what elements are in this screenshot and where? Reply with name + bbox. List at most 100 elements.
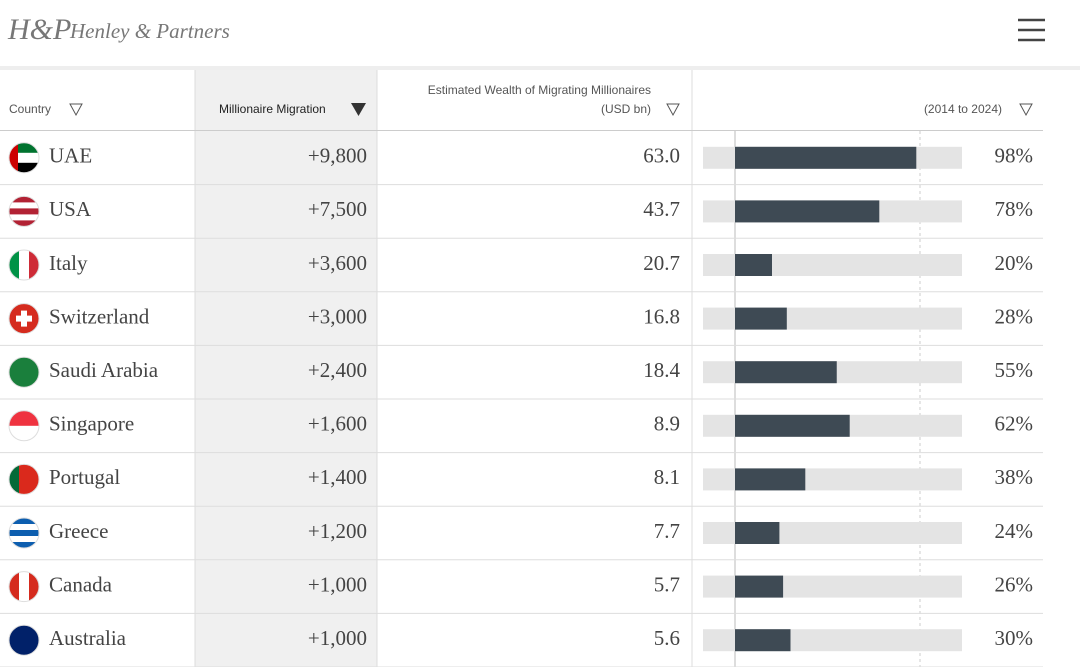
growth-label: 28% (995, 304, 1034, 328)
flag-stripe (9, 196, 39, 203)
flag-stripe (9, 357, 39, 388)
flag-border (8, 410, 40, 442)
flag-stripe (9, 542, 39, 548)
migration: +1,000 (308, 572, 367, 596)
flag-stripe (9, 464, 20, 495)
sort-icon[interactable] (351, 103, 366, 116)
flag-stripe (29, 571, 39, 602)
bar (735, 307, 787, 330)
sorted-column-bg (195, 70, 377, 667)
wealth: 16.8 (643, 304, 680, 328)
migration: +1,600 (308, 412, 367, 436)
growth-label: 38% (995, 465, 1034, 489)
flag-stripe (9, 162, 39, 173)
bar (735, 254, 772, 276)
top-bar (0, 0, 1080, 68)
migration: +3,000 (308, 304, 367, 328)
flag-border (8, 249, 40, 281)
bar (735, 522, 780, 544)
flag-stripe (9, 142, 39, 154)
flag-stripe (9, 536, 39, 543)
flag (9, 303, 39, 334)
country: Switzerland (49, 304, 150, 328)
col-header: Estimated Wealth of Migrating Millionair… (428, 83, 651, 97)
flag-stripe (9, 208, 39, 215)
flag-stripe (9, 220, 39, 227)
country: Australia (49, 626, 127, 650)
growth-label: 20% (995, 251, 1034, 275)
wealth: 7.7 (654, 519, 680, 543)
flag-border (8, 463, 40, 495)
growth-label: 78% (995, 197, 1034, 221)
flag-stripe (19, 571, 30, 602)
flag-stripe (9, 425, 39, 441)
wealth: 5.7 (654, 572, 680, 596)
bar (735, 200, 880, 223)
top-bar-shadow (0, 66, 1080, 70)
col-header: Country (9, 102, 51, 116)
bar (735, 468, 806, 491)
country: Canada (49, 572, 113, 596)
flag-border (8, 624, 40, 656)
flag-stripe (9, 625, 39, 656)
filter-icon[interactable] (1019, 103, 1033, 117)
country: Greece (49, 519, 108, 543)
flag-border (8, 517, 40, 549)
migration: +3,600 (308, 251, 367, 275)
growth-label: 55% (995, 358, 1034, 382)
flag (9, 571, 39, 602)
flag-stripe (9, 142, 18, 173)
wealth: 5.6 (654, 626, 680, 650)
country: Saudi Arabia (49, 358, 159, 382)
brand: Henley & Partners (69, 19, 230, 43)
bar (735, 414, 850, 437)
migration: +1,200 (308, 519, 367, 543)
flag-border (8, 142, 40, 174)
flag-border (8, 356, 40, 388)
flag-stripe (9, 518, 39, 525)
col-header: Millionaire Migration (219, 102, 326, 116)
growth-label: 98% (995, 144, 1034, 168)
flag-stripe (19, 250, 30, 280)
flag-stripe (9, 152, 39, 164)
logo: H&P (7, 13, 71, 46)
wealth: 8.1 (654, 465, 680, 489)
migration: +7,500 (308, 197, 367, 221)
flag (9, 142, 39, 173)
flag-stripe (9, 530, 39, 537)
migration: +1,000 (308, 626, 367, 650)
bar (735, 629, 791, 652)
migration: +9,800 (308, 144, 367, 168)
country: Italy (49, 251, 88, 275)
flag-stripe (9, 250, 20, 280)
growth-label: 30% (995, 626, 1034, 650)
flag-stripe (9, 202, 39, 209)
country: Singapore (49, 412, 134, 436)
flag (9, 410, 39, 441)
wealth: 18.4 (643, 358, 680, 382)
flag (9, 464, 39, 495)
col-header: (USD bn) (601, 102, 651, 116)
flag (9, 250, 39, 280)
flag (9, 196, 39, 227)
migration: +2,400 (308, 358, 367, 382)
country: UAE (49, 144, 92, 168)
flag-border (8, 571, 40, 603)
filter-icon[interactable] (666, 103, 680, 117)
bar (735, 146, 917, 169)
flag-stripe (9, 524, 39, 531)
flag-border (8, 195, 40, 227)
bar (735, 361, 837, 384)
filter-icon[interactable] (69, 103, 83, 117)
growth-label: 24% (995, 519, 1034, 543)
flag-border (8, 303, 40, 335)
bar (735, 575, 784, 598)
growth-label: 26% (995, 572, 1034, 596)
growth-label: 62% (995, 412, 1034, 436)
menu-button[interactable] (1018, 18, 1045, 42)
col-header: (2014 to 2024) (924, 102, 1002, 116)
flag-stripe (9, 214, 39, 221)
flag-stripe (9, 410, 39, 427)
country: USA (49, 197, 92, 221)
